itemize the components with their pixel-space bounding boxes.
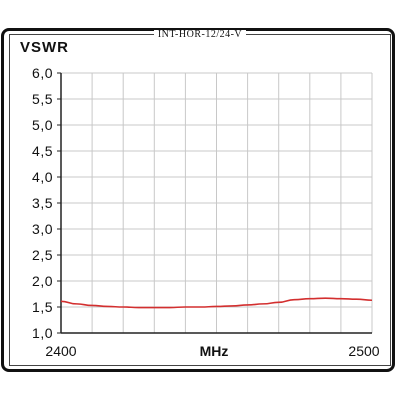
- y-tick-label: 2,5: [32, 247, 53, 263]
- x-axis-label: MHz: [200, 343, 229, 359]
- y-tick-label: 3,0: [32, 221, 53, 237]
- series-layer: [60, 297, 373, 309]
- y-tick-label: 6,0: [32, 65, 53, 81]
- chart-frame-inner: [9, 34, 391, 366]
- grid-layer: [60, 72, 373, 334]
- x-tick-label: 2500: [348, 343, 379, 359]
- y-axis-label: VSWR: [20, 39, 69, 56]
- y-tick-label: 5,0: [32, 117, 53, 133]
- y-tick-label: 1,5: [32, 299, 53, 315]
- y-tick-label: 5,5: [32, 91, 53, 107]
- y-tick-label: 4,5: [32, 143, 53, 159]
- y-tick-label: 2,0: [32, 273, 53, 289]
- tick-label-layer: 1,0 1,5 2,0 2,5 3,0 3,5 4,0 4,5 5,0 5,5 6,0 2400 250…: [32, 65, 380, 359]
- y-tick-label: 3,5: [32, 195, 53, 211]
- axis-layer: [57, 72, 372, 334]
- vswr-series-line: [60, 297, 373, 309]
- y-tick-label: 4,0: [32, 169, 53, 185]
- x-tick-label: 2400: [45, 343, 76, 359]
- y-tick-label: 1,0: [32, 325, 53, 341]
